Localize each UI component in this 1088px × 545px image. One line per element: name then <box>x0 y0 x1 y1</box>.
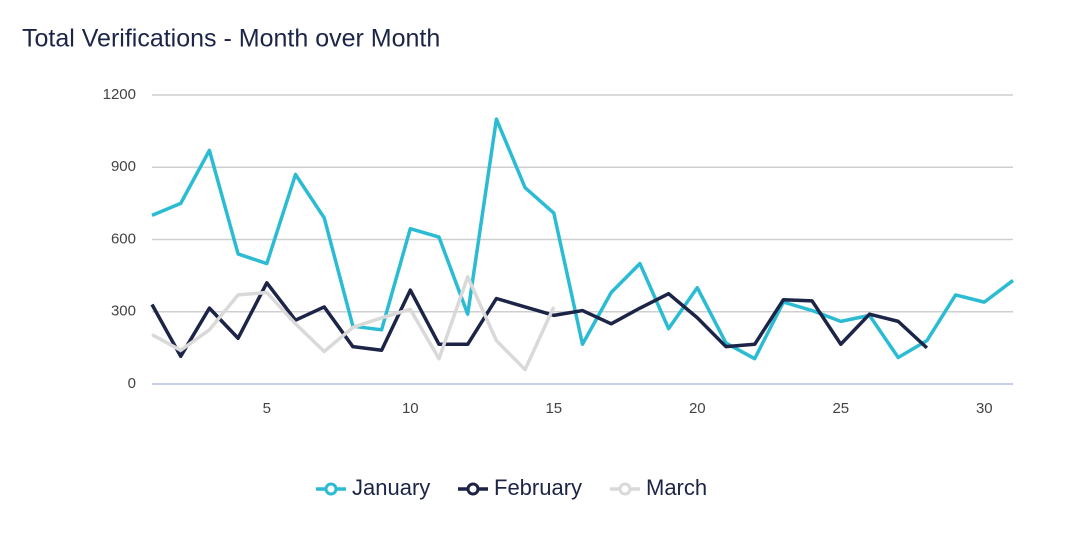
chart-title: Total Verifications - Month over Month <box>22 25 440 53</box>
y-tick-label: 300 <box>111 303 136 320</box>
legend-marker <box>466 482 480 496</box>
series-line <box>151 275 556 372</box>
x-tick-label: 15 <box>545 400 562 417</box>
series-line <box>150 281 929 359</box>
y-tick-label: 0 <box>128 375 136 392</box>
legend-marker <box>618 482 632 496</box>
legend-label: January <box>352 475 430 500</box>
x-tick-label: 5 <box>263 400 271 417</box>
x-tick-label: 25 <box>832 400 849 417</box>
legend-label: March <box>646 475 707 500</box>
x-tick-label: 30 <box>976 400 993 417</box>
y-tick-label: 600 <box>111 230 136 247</box>
legend-marker <box>324 482 338 496</box>
y-tick-label: 900 <box>111 158 136 175</box>
x-tick-label: 10 <box>402 400 419 417</box>
y-tick-label: 1200 <box>103 86 136 103</box>
x-tick-label: 20 <box>689 400 706 417</box>
legend-label: February <box>494 475 582 500</box>
